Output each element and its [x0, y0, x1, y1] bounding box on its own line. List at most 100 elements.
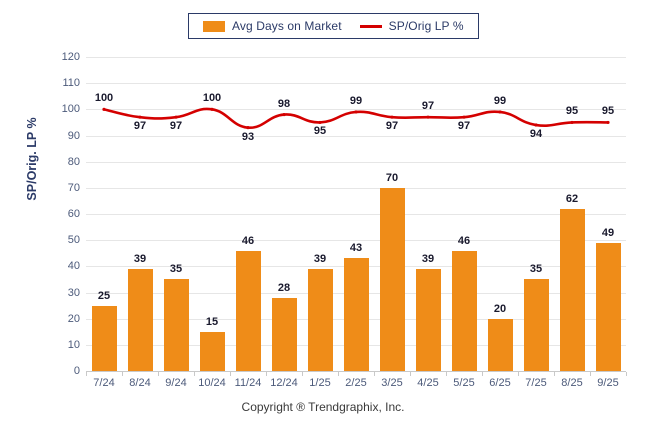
line-value-label: 100 — [94, 92, 114, 105]
y-axis-tick-label: 110 — [62, 77, 80, 90]
bar[interactable] — [559, 208, 585, 371]
bar[interactable] — [163, 279, 189, 371]
bar-value-label: 39 — [313, 252, 327, 265]
x-axis-tickmark — [86, 372, 87, 376]
line-point-marker[interactable] — [606, 120, 610, 125]
line-point-marker[interactable] — [282, 112, 286, 117]
y-axis-tick-label: 10 — [67, 338, 80, 351]
legend-bar-swatch-icon — [203, 20, 225, 32]
bar-value-label: 62 — [565, 192, 579, 205]
x-axis-tickmark — [158, 372, 159, 376]
x-axis-tick-label: 10/24 — [198, 377, 226, 389]
bar[interactable] — [235, 250, 261, 371]
line-point-marker[interactable] — [462, 115, 466, 119]
line-value-label: 95 — [565, 105, 579, 118]
bar[interactable] — [487, 318, 513, 371]
bar[interactable] — [523, 279, 549, 371]
bar-value-label: 39 — [421, 252, 435, 265]
y-axis-tick-label: 70 — [67, 181, 80, 194]
bar-value-label: 43 — [349, 242, 363, 255]
x-axis-tick-label: 1/25 — [309, 377, 331, 389]
x-axis-tickmark — [518, 372, 519, 376]
line-value-label: 97 — [457, 120, 471, 133]
line-point-marker[interactable] — [246, 126, 250, 130]
legend-item-line: SP/Orig LP % — [359, 19, 464, 33]
line-point-marker[interactable] — [138, 115, 142, 119]
line-value-label: 98 — [277, 97, 291, 110]
y-axis-tick-label: 80 — [67, 155, 80, 168]
line-point-marker[interactable] — [534, 123, 538, 127]
line-point-marker[interactable] — [318, 120, 322, 125]
bar[interactable] — [343, 258, 369, 371]
legend-item-label: Avg Days on Market — [232, 19, 342, 33]
line-value-label: 97 — [133, 120, 147, 133]
line-point-marker[interactable] — [570, 120, 574, 125]
line-point-marker[interactable] — [426, 115, 430, 119]
x-axis-tick-label: 8/24 — [129, 377, 151, 389]
x-axis-tickmark — [374, 372, 375, 376]
bar-value-label: 49 — [601, 226, 615, 239]
x-axis-tick-label: 7/24 — [93, 377, 115, 389]
y-axis-tick-label: 60 — [67, 208, 80, 220]
bar-value-label: 46 — [241, 234, 255, 247]
y-axis-ticks: 0 10 20 30 40 50 60 70 80 90 100 110 120 — [48, 51, 80, 377]
y-axis-tick-label: 0 — [73, 365, 80, 377]
x-axis-tickmark — [482, 372, 483, 376]
gridline — [86, 135, 626, 137]
gridline — [86, 161, 626, 163]
line-value-label: 95 — [601, 105, 615, 118]
x-axis-tickmark — [410, 372, 411, 376]
x-axis-tickmark — [554, 372, 555, 376]
line-value-label: 99 — [349, 94, 363, 107]
copyright-footer: Copyright ® Trendgraphix, Inc. — [241, 400, 405, 414]
line-value-label: 97 — [169, 120, 183, 133]
x-axis-tick-label: 9/25 — [597, 377, 619, 389]
line-value-label: 97 — [421, 100, 435, 113]
x-axis-tick-label: 11/24 — [234, 377, 262, 389]
bar[interactable] — [199, 331, 225, 371]
y-axis-tick-label: 40 — [67, 260, 80, 273]
line-point-marker[interactable] — [210, 107, 214, 111]
gridline — [86, 187, 626, 189]
x-axis-tickmark — [194, 372, 195, 376]
line-point-marker[interactable] — [102, 107, 106, 111]
x-axis-tick-label: 7/25 — [525, 377, 547, 389]
bar-value-label: 28 — [277, 281, 291, 294]
gridline — [86, 109, 626, 111]
bar[interactable] — [415, 268, 441, 371]
x-axis-tickmark — [626, 372, 627, 376]
gridline — [86, 214, 626, 215]
bar-value-label: 15 — [205, 315, 219, 328]
y-axis-tick-label: 120 — [61, 51, 80, 63]
y-axis-tick-label: 90 — [67, 129, 80, 142]
gridline — [86, 57, 626, 58]
bar-value-label: 25 — [97, 289, 111, 302]
line-point-marker[interactable] — [354, 110, 358, 114]
gridline — [86, 240, 626, 242]
x-axis-tickmark — [590, 372, 591, 376]
plot-area: 25 39 35 15 46 28 39 43 70 39 46 20 35 62 49 100 97 97 10… — [86, 57, 627, 389]
bar[interactable] — [91, 305, 117, 371]
line-point-marker[interactable] — [174, 115, 178, 119]
bar-value-label: 35 — [529, 263, 543, 276]
line-point-marker[interactable] — [498, 110, 502, 114]
bar-value-label: 35 — [169, 263, 183, 276]
x-axis-tickmark — [122, 372, 123, 376]
bar[interactable] — [307, 268, 333, 371]
chart-legend: Avg Days on Market SP/Orig LP % — [188, 13, 479, 39]
bar[interactable] — [127, 268, 153, 371]
bar[interactable] — [451, 250, 477, 371]
bar[interactable] — [379, 187, 405, 371]
x-axis-tickmark — [266, 372, 267, 376]
line-value-label: 94 — [529, 128, 543, 141]
y-axis-tick-label: 20 — [67, 312, 80, 325]
line-point-marker[interactable] — [390, 115, 394, 119]
line-series — [102, 107, 610, 130]
x-axis-tickmark — [338, 372, 339, 376]
bar[interactable] — [595, 242, 621, 371]
bar[interactable] — [271, 297, 297, 371]
line-value-label: 99 — [493, 94, 507, 107]
y-axis-title: SP/Orig. LP % — [25, 117, 39, 201]
x-axis-tick-label: 6/25 — [489, 377, 511, 389]
